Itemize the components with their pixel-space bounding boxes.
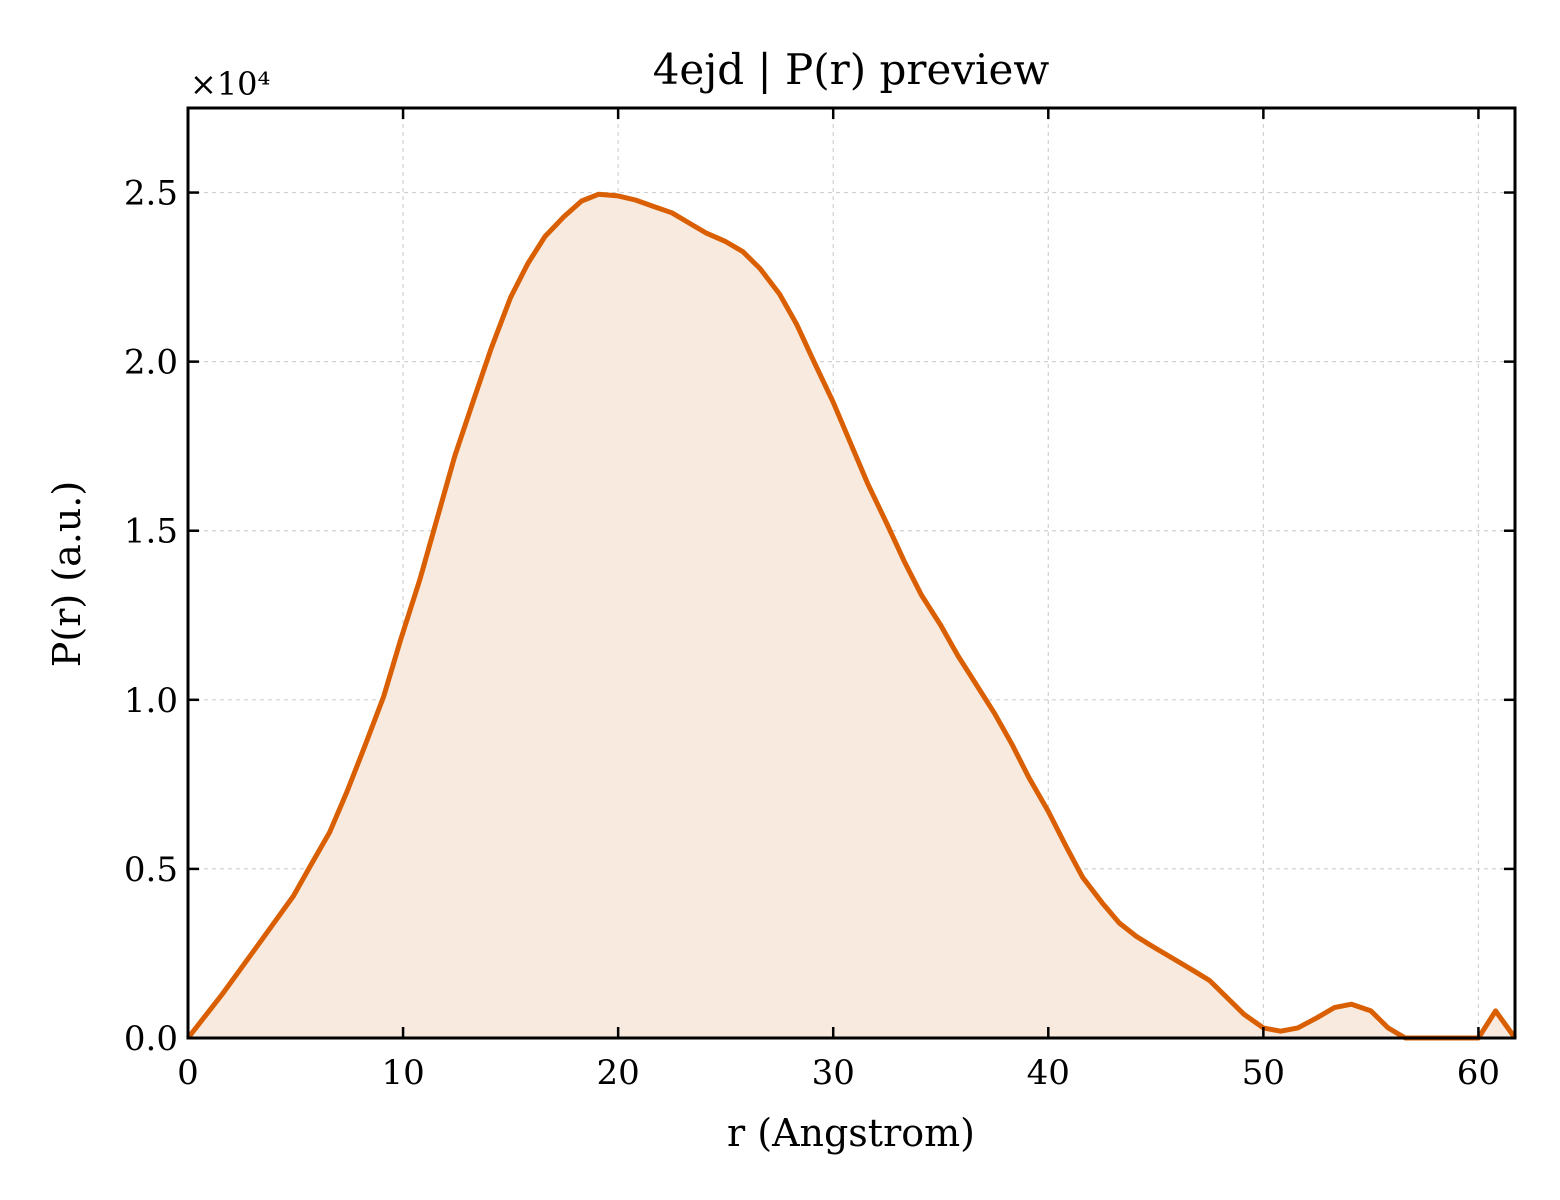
x-tick-label: 10: [381, 1053, 424, 1093]
pr-area-fill: [188, 194, 1515, 1038]
y-tick-label: 2.0: [124, 343, 178, 383]
y-tick-label: 2.5: [124, 174, 178, 214]
x-tick-label: 20: [597, 1053, 640, 1093]
pr-series-line: [186, 191, 1518, 1041]
x-tick-label: 30: [812, 1053, 855, 1093]
plot-frame: [186, 106, 1517, 1040]
y-tick-label: 1.5: [124, 512, 178, 552]
y-multiplier-label: ×10⁴: [190, 65, 270, 103]
y-tick-label: 0.0: [124, 1019, 178, 1059]
y-axis-label: P(r) (a.u.): [45, 481, 89, 667]
x-tick-labels: 0 10 20 30 40 50 60: [177, 1053, 1500, 1093]
y-tick-label: 0.5: [124, 850, 178, 890]
y-tick-label: 1.0: [124, 681, 178, 721]
x-axis-label: r (Angstrom): [727, 1111, 975, 1155]
x-tick-label: 50: [1242, 1053, 1285, 1093]
x-tick-label: 0: [177, 1053, 199, 1093]
chart-title: 4ejd | P(r) preview: [653, 45, 1050, 94]
y-tick-labels: 0.0 0.5 1.0 1.5 2.0 2.5: [124, 174, 178, 1059]
x-tick-label: 40: [1027, 1053, 1070, 1093]
x-tick-label: 60: [1457, 1053, 1500, 1093]
axis-ticks: [186, 108, 1515, 1040]
